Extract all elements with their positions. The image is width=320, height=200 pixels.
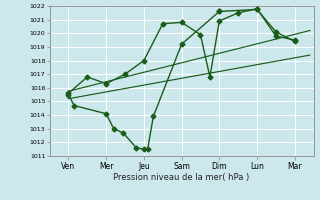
X-axis label: Pression niveau de la mer( hPa ): Pression niveau de la mer( hPa ) [114,173,250,182]
